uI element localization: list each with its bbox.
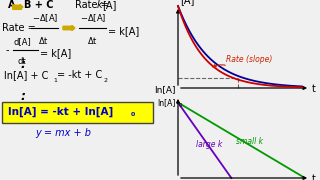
Text: y = mx + b: y = mx + b — [35, 128, 91, 138]
Text: = -kt + C: = -kt + C — [57, 70, 102, 80]
Text: $\Delta$t: $\Delta$t — [87, 35, 98, 46]
Text: 0: 0 — [179, 103, 182, 108]
Text: = k[A]: = k[A] — [108, 26, 139, 36]
Text: :: : — [20, 89, 25, 102]
Text: t: t — [312, 84, 316, 94]
Text: :: : — [20, 58, 25, 71]
Text: -: - — [6, 45, 10, 55]
Text: Rate =: Rate = — [2, 23, 36, 33]
Text: dt: dt — [18, 57, 27, 66]
Text: ln[A]: ln[A] — [155, 85, 176, 94]
Text: 0: 0 — [131, 112, 135, 118]
Text: 2: 2 — [103, 78, 107, 83]
Text: [A]: [A] — [102, 0, 116, 10]
Text: $-\Delta$[A]: $-\Delta$[A] — [80, 12, 106, 24]
Text: large k: large k — [196, 140, 222, 149]
Text: k: k — [97, 0, 103, 10]
Text: Rate (slope): Rate (slope) — [226, 55, 272, 64]
Text: ln[A] + C: ln[A] + C — [4, 70, 48, 80]
Text: t: t — [312, 174, 316, 180]
Text: [A]: [A] — [180, 0, 194, 5]
FancyBboxPatch shape — [2, 102, 153, 123]
Text: $-\Delta$[A]: $-\Delta$[A] — [32, 12, 58, 24]
FancyArrow shape — [63, 26, 75, 30]
Text: = k[A]: = k[A] — [40, 48, 71, 58]
Text: ln[A] = -kt + ln[A]: ln[A] = -kt + ln[A] — [8, 107, 113, 117]
Text: B + C: B + C — [24, 0, 53, 10]
Text: 1: 1 — [53, 78, 57, 83]
Text: A: A — [8, 0, 15, 10]
FancyArrow shape — [14, 4, 23, 10]
Text: small k: small k — [236, 137, 263, 146]
Text: $\Delta$t: $\Delta$t — [38, 35, 49, 46]
Text: ln[A]: ln[A] — [158, 98, 176, 107]
Text: d[A]: d[A] — [14, 37, 32, 46]
Text: Rate =: Rate = — [75, 0, 109, 10]
